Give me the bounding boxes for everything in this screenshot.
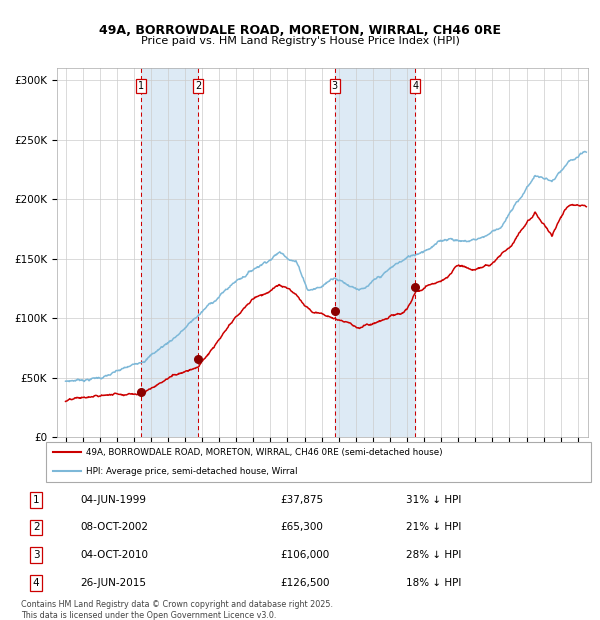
- Text: 4: 4: [33, 578, 40, 588]
- Text: 2: 2: [33, 523, 40, 533]
- Text: 04-OCT-2010: 04-OCT-2010: [80, 550, 149, 560]
- Text: HPI: Average price, semi-detached house, Wirral: HPI: Average price, semi-detached house,…: [86, 467, 298, 476]
- Text: £126,500: £126,500: [280, 578, 330, 588]
- Text: 3: 3: [33, 550, 40, 560]
- Text: £106,000: £106,000: [280, 550, 329, 560]
- Text: 2: 2: [195, 81, 202, 91]
- Text: 26-JUN-2015: 26-JUN-2015: [80, 578, 146, 588]
- Text: 1: 1: [138, 81, 144, 91]
- Text: £37,875: £37,875: [280, 495, 323, 505]
- Text: 49A, BORROWDALE ROAD, MORETON, WIRRAL, CH46 0RE (semi-detached house): 49A, BORROWDALE ROAD, MORETON, WIRRAL, C…: [86, 448, 443, 457]
- Text: 28% ↓ HPI: 28% ↓ HPI: [406, 550, 461, 560]
- Text: 3: 3: [332, 81, 338, 91]
- FancyBboxPatch shape: [46, 442, 590, 482]
- Bar: [335, 68, 415, 437]
- Text: 04-JUN-1999: 04-JUN-1999: [80, 495, 146, 505]
- Text: 31% ↓ HPI: 31% ↓ HPI: [406, 495, 461, 505]
- Text: 18% ↓ HPI: 18% ↓ HPI: [406, 578, 461, 588]
- Text: Contains HM Land Registry data © Crown copyright and database right 2025.
This d: Contains HM Land Registry data © Crown c…: [21, 600, 333, 620]
- Text: 08-OCT-2002: 08-OCT-2002: [80, 523, 149, 533]
- Text: 49A, BORROWDALE ROAD, MORETON, WIRRAL, CH46 0RE: 49A, BORROWDALE ROAD, MORETON, WIRRAL, C…: [99, 24, 501, 37]
- Text: 4: 4: [412, 81, 418, 91]
- Text: 21% ↓ HPI: 21% ↓ HPI: [406, 523, 461, 533]
- Text: 1: 1: [33, 495, 40, 505]
- Text: £65,300: £65,300: [280, 523, 323, 533]
- Text: Price paid vs. HM Land Registry's House Price Index (HPI): Price paid vs. HM Land Registry's House …: [140, 36, 460, 46]
- Bar: [141, 68, 198, 437]
